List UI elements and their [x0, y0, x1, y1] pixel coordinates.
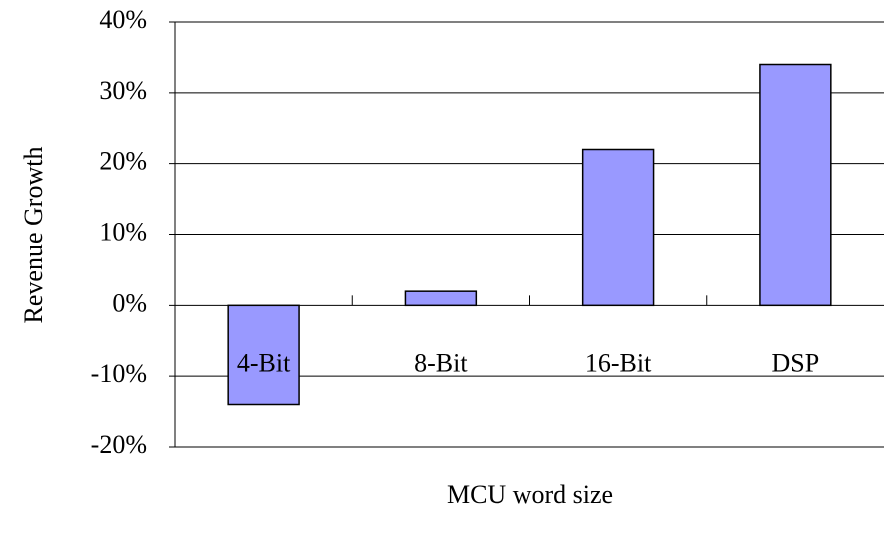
bar: [404, 290, 478, 307]
y-tick-label: 10%: [99, 217, 147, 246]
y-tick-label: -20%: [91, 430, 147, 459]
x-tick-label: 8-Bit: [414, 348, 468, 377]
x-axis-title: MCU word size: [447, 480, 613, 509]
x-tick-label: DSP: [772, 348, 820, 377]
y-tick-label: 20%: [99, 147, 147, 176]
y-tick-label: 40%: [99, 5, 147, 34]
bar: [759, 63, 832, 307]
y-tick-label: 30%: [99, 76, 147, 105]
y-tick-label: -10%: [91, 359, 147, 388]
x-tick-label: 4-Bit: [237, 348, 291, 377]
y-tick-label: 0%: [112, 288, 147, 317]
bar: [227, 304, 300, 406]
x-tick-label: 16-Bit: [585, 348, 652, 377]
y-axis-title: Revenue Growth: [19, 147, 48, 324]
bar: [581, 148, 655, 307]
